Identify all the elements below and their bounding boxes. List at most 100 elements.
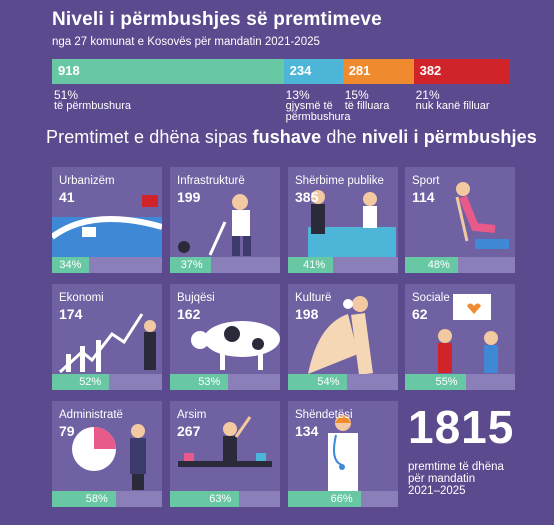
category-label: Sport bbox=[412, 175, 440, 187]
category-card: Sport 114 48% bbox=[405, 167, 515, 273]
category-percent: 41% bbox=[303, 259, 326, 271]
category-label: Bujqësi bbox=[177, 292, 215, 304]
category-percent: 66% bbox=[330, 493, 353, 505]
category-progress-fill bbox=[405, 374, 466, 390]
summary-percent-desc: të përmbushura bbox=[54, 100, 132, 112]
category-progress-fill bbox=[52, 491, 116, 507]
category-progress-fill bbox=[170, 257, 211, 273]
category-card: Kulturë 198 54% bbox=[288, 284, 398, 390]
summary-percent-desc: gjysmë të bbox=[285, 100, 333, 112]
category-label: Urbanizëm bbox=[59, 175, 115, 187]
category-illustration-icon bbox=[72, 424, 146, 490]
section-title-mid: dhe bbox=[321, 127, 362, 147]
category-progress-bar: 54% bbox=[288, 374, 398, 390]
category-progress-fill bbox=[288, 257, 334, 273]
category-card: Shërbime publike 385 41% bbox=[288, 167, 398, 273]
category-percent: 37% bbox=[180, 259, 203, 271]
summary-segment: 281 bbox=[342, 59, 414, 84]
category-progress-bar: 55% bbox=[405, 374, 515, 390]
category-label: Shërbime publike bbox=[295, 175, 384, 187]
category-progress-bar: 53% bbox=[170, 374, 280, 390]
summary-percent-desc: të filluara bbox=[344, 100, 390, 112]
section-title-bold1: fushave bbox=[252, 127, 322, 147]
summary-segment: 234 bbox=[283, 59, 343, 84]
category-label: Shëndetësi bbox=[295, 409, 353, 421]
category-card: Infrastrukturë 199 37% bbox=[170, 167, 280, 273]
category-progress-fill bbox=[52, 374, 110, 390]
category-illustration-icon bbox=[308, 296, 373, 374]
page-title: Niveli i përmbushjes së premtimeve bbox=[52, 9, 382, 30]
summary-percent: 13% gjysmë të përmbushura bbox=[285, 88, 351, 123]
category-percent: 52% bbox=[79, 376, 102, 388]
category-label: Kulturë bbox=[295, 292, 332, 304]
category-percent: 63% bbox=[209, 493, 232, 505]
summary-percent: 21% nuk kanë filluar bbox=[416, 89, 490, 112]
summary-percent-value: 13% bbox=[285, 88, 310, 102]
category-progress-fill bbox=[288, 491, 361, 507]
category-label: Arsim bbox=[177, 409, 207, 421]
category-count: 134 bbox=[295, 423, 319, 439]
summary-segment: 382 bbox=[413, 59, 510, 84]
category-progress-bar: 41% bbox=[288, 257, 398, 273]
category-percent: 58% bbox=[85, 493, 108, 505]
summary-percent: 15% të filluara bbox=[344, 89, 390, 112]
category-count: 162 bbox=[177, 306, 201, 322]
category-percent: 48% bbox=[427, 259, 450, 271]
category-count: 62 bbox=[412, 306, 428, 322]
category-percent: 55% bbox=[435, 376, 458, 388]
total-caption: premtime të dhëna për mandatin 2021–2025 bbox=[408, 461, 518, 497]
category-progress-fill bbox=[170, 374, 229, 390]
summary-percent-desc2: përmbushura bbox=[285, 111, 351, 123]
category-count: 174 bbox=[59, 306, 83, 322]
category-percent: 54% bbox=[317, 376, 340, 388]
category-illustration-icon bbox=[191, 321, 280, 370]
category-illustration-icon bbox=[328, 415, 358, 491]
category-label: Ekonomi bbox=[59, 292, 104, 304]
section-title-bold2: niveli i përmbushjes bbox=[361, 127, 537, 147]
category-percent: 34% bbox=[59, 259, 82, 271]
category-percent: 53% bbox=[198, 376, 221, 388]
category-illustration-icon bbox=[178, 194, 251, 256]
category-progress-fill bbox=[52, 257, 90, 273]
page-subtitle: nga 27 komunat e Kosovës për mandatin 20… bbox=[52, 36, 320, 48]
category-progress-bar: 63% bbox=[170, 491, 280, 507]
category-progress-bar: 58% bbox=[52, 491, 162, 507]
category-illustration-icon bbox=[455, 182, 509, 249]
category-progress-fill bbox=[170, 491, 240, 507]
section-title: Premtimet e dhëna sipas fushave dhe nive… bbox=[46, 127, 537, 148]
category-label: Administratë bbox=[59, 409, 123, 421]
category-count: 198 bbox=[295, 306, 319, 322]
category-card: Administratë 79 58% bbox=[52, 401, 162, 507]
summary-percent-value: 51% bbox=[54, 88, 79, 102]
category-progress-fill bbox=[288, 374, 348, 390]
category-progress-bar: 34% bbox=[52, 257, 162, 273]
category-card: Shëndetësi 134 66% bbox=[288, 401, 398, 507]
category-count: 385 bbox=[295, 189, 319, 205]
summary-stacked-bar: 918 234 281 382 bbox=[52, 59, 510, 84]
section-title-pre: Premtimet e dhëna sipas bbox=[46, 127, 253, 147]
category-count: 79 bbox=[59, 423, 75, 439]
category-illustration-icon bbox=[438, 294, 498, 373]
category-illustration-icon bbox=[308, 190, 396, 257]
total-caption-line1: premtime të dhëna bbox=[408, 461, 504, 473]
category-count: 41 bbox=[59, 189, 75, 205]
category-card: Arsim 267 63% bbox=[170, 401, 280, 507]
category-card: Ekonomi 174 52% bbox=[52, 284, 162, 390]
category-illustration-icon bbox=[58, 313, 156, 374]
category-progress-fill bbox=[405, 257, 458, 273]
category-label: Infrastrukturë bbox=[177, 175, 245, 187]
total-caption-line2: për mandatin bbox=[408, 473, 476, 485]
category-count: 114 bbox=[412, 189, 435, 205]
category-card: Urbanizëm 41 34% bbox=[52, 167, 162, 273]
summary-percent: 51% të përmbushura bbox=[54, 88, 132, 112]
category-progress-bar: 66% bbox=[288, 491, 398, 507]
category-count: 267 bbox=[177, 423, 201, 439]
total-value: 1815 bbox=[408, 401, 515, 453]
category-count: 199 bbox=[177, 189, 201, 205]
category-progress-bar: 52% bbox=[52, 374, 162, 390]
category-illustration-icon bbox=[178, 416, 272, 467]
category-progress-bar: 37% bbox=[170, 257, 280, 273]
summary-segment: 918 bbox=[52, 59, 284, 84]
category-card: Bujqësi 162 53% bbox=[170, 284, 280, 390]
total-caption-line3: 2021–2025 bbox=[408, 485, 466, 497]
